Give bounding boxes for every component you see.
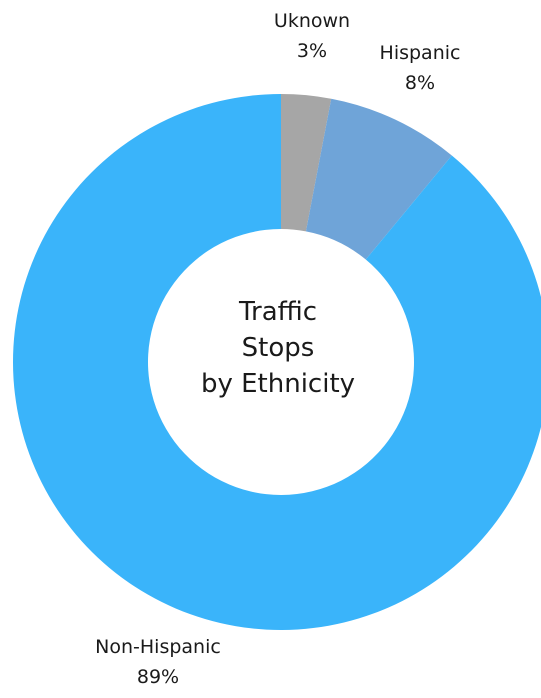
slices-group: [13, 94, 541, 630]
center-title-line: by Ethnicity: [200, 369, 356, 399]
slice-non-hispanic: [13, 94, 541, 630]
slice-label-hispanic: Hispanic 8%: [360, 38, 480, 98]
slice-label-value: 89%: [136, 666, 180, 688]
slice-label-non-hispanic: Non-Hispanic 89%: [78, 632, 238, 692]
center-title-line: Stops: [241, 333, 315, 363]
slice-uknown: [281, 94, 332, 232]
slice-label-value: 3%: [296, 40, 328, 62]
slice-hispanic: [305, 98, 452, 260]
slice-label-value: 8%: [404, 72, 436, 94]
slice-label-name: Uknown: [273, 10, 351, 32]
slice-label-name: Non-Hispanic: [95, 636, 221, 658]
chart-center-title: Traffic Stops by Ethnicity: [178, 294, 378, 402]
slice-label-uknown: Uknown 3%: [252, 6, 372, 66]
slice-label-name: Hispanic: [379, 42, 461, 64]
center-title-line: Traffic: [238, 297, 318, 327]
